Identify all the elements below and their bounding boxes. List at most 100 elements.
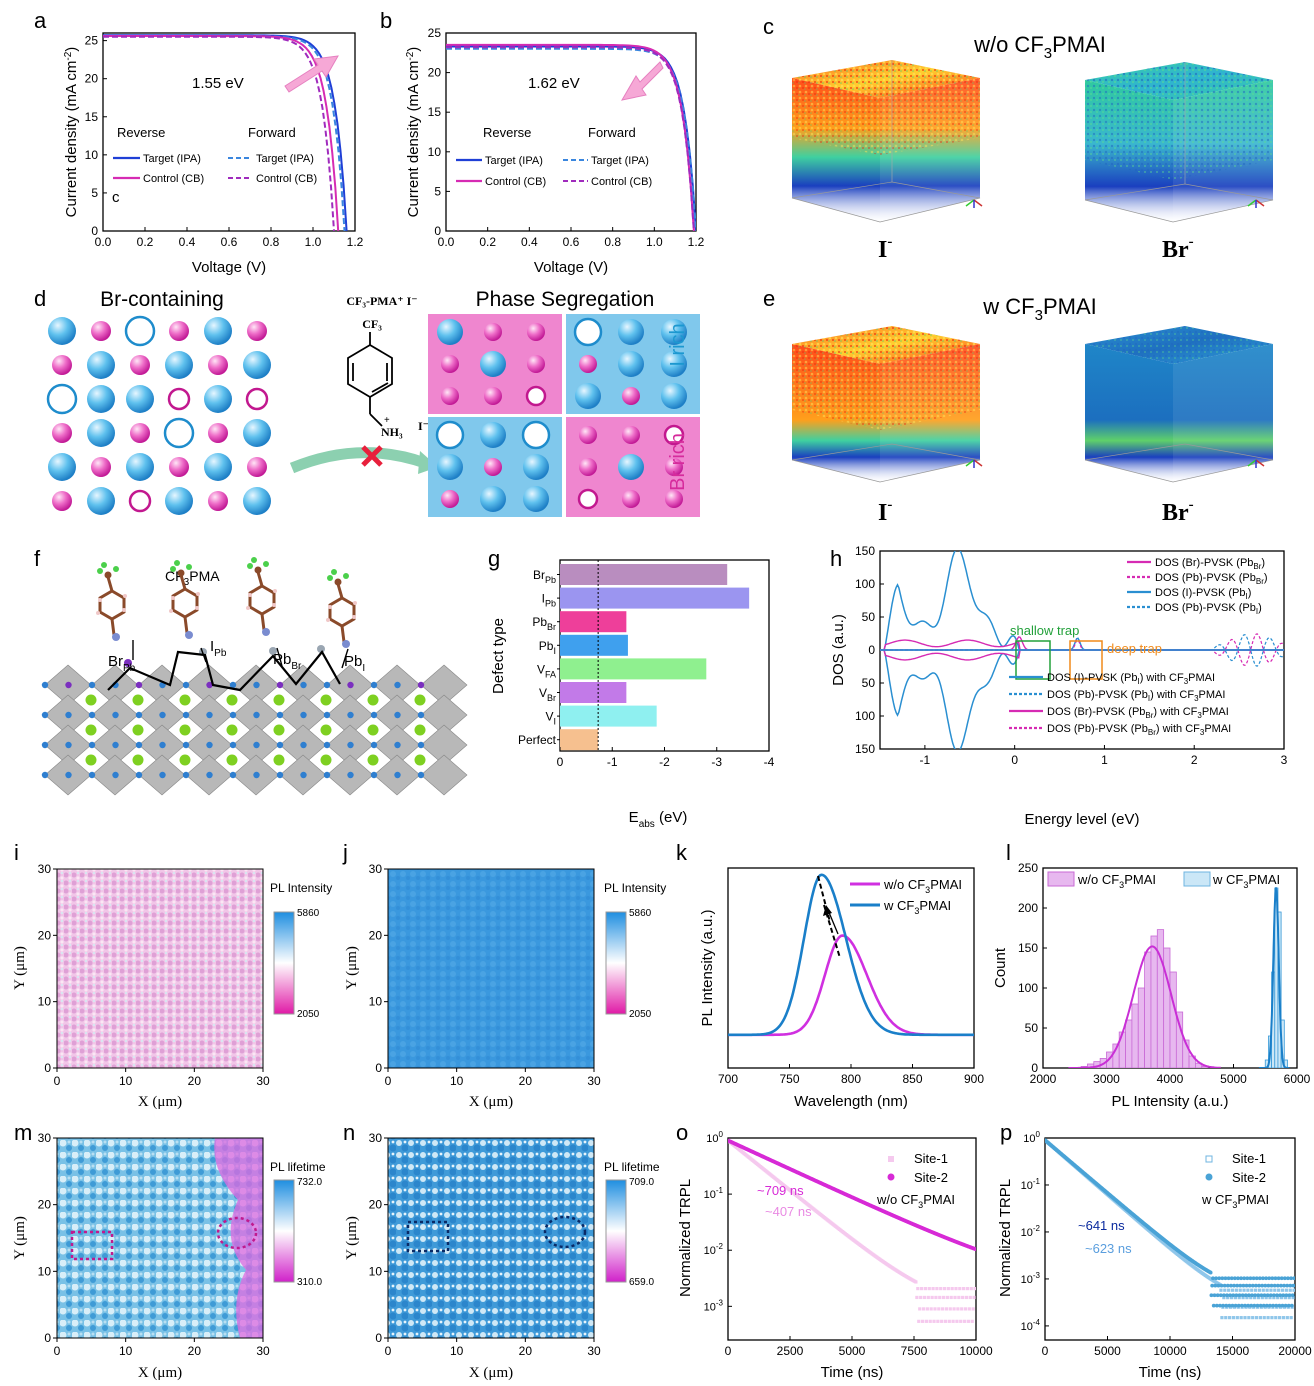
- colorbar-min-n: 659.0: [629, 1277, 654, 1288]
- trpl-xtick-label: 5000: [1094, 1344, 1121, 1358]
- trpl-point-site-2: [1257, 1283, 1261, 1288]
- x-axis-label-a: Voltage (V): [192, 259, 266, 276]
- trpl-point-site-1: [948, 1307, 952, 1311]
- x-axis-label-l: PL Intensity (a.u.): [1112, 1093, 1229, 1110]
- fa-cation: [132, 694, 144, 706]
- trpl-point-site-1: [1230, 1288, 1235, 1292]
- trpl-point-site-1: [1276, 1296, 1280, 1300]
- map-ytick-label: 30: [369, 862, 383, 876]
- trpl-point-site-1: [1258, 1316, 1262, 1320]
- panel-label-k: k: [676, 840, 688, 865]
- trpl-point-site-2: [1277, 1303, 1282, 1308]
- trpl-point-site-2: [1262, 1293, 1267, 1298]
- lattice-atom: [159, 741, 166, 749]
- trpl-point-site-2: [1222, 1283, 1227, 1288]
- lattice-atom: [323, 711, 331, 719]
- defect-bar: [560, 729, 599, 751]
- iodide-ion: [661, 383, 687, 409]
- trpl-point-site-1: [1288, 1288, 1292, 1292]
- ion-box-c-iodide: [791, 60, 981, 223]
- trpl-point-site-1: [1281, 1316, 1286, 1320]
- bromide-ion: [208, 355, 228, 375]
- dos-chart: -1 0 1 2 3 150 100 50 0 50 100 150 shallow trap dee…: [830, 544, 1288, 828]
- map-xtick-label: 30: [587, 1344, 601, 1358]
- trpl-point-site-2: [1217, 1276, 1222, 1281]
- lattice-atom: [370, 681, 378, 689]
- pl-spectrum-chart: 700 750 800 850 900 w/o CF3PMAI w CF3PMAI Wa…: [699, 867, 984, 1110]
- trpl-point-site-1: [1253, 1296, 1257, 1300]
- lattice-atom: [182, 711, 190, 719]
- iodide-ion: [87, 419, 115, 447]
- trpl-point-site-1: [1231, 1316, 1236, 1320]
- l-ytick-label: 50: [1025, 1021, 1039, 1035]
- h-legend-top-4: DOS (Pb)-PVSK (PbI): [1155, 602, 1262, 616]
- iodide-ion: [165, 351, 193, 379]
- trpl-point-site-1: [1220, 1316, 1224, 1320]
- map-n: [388, 1138, 594, 1338]
- panel-label-f: f: [34, 546, 41, 571]
- h-legend-bot-4: DOS (Pb)-PVSK (PbBr) with CF3PMAI: [1047, 723, 1231, 737]
- lattice-atom: [300, 741, 307, 749]
- pl-spectrum-2: [728, 873, 974, 1037]
- lifetime-o-site1: ~407 ns: [765, 1204, 812, 1219]
- l-xtick-label: 4000: [1157, 1072, 1184, 1086]
- h-xtick-label: 0: [1011, 753, 1018, 767]
- lattice-atom: [276, 681, 284, 689]
- defect-arrow: [341, 648, 349, 669]
- iodide-ion: [437, 319, 463, 345]
- iodide-label: I⁻: [418, 419, 429, 433]
- legend-a-4: Control (CB): [256, 173, 317, 185]
- trpl-point-site-2: [1287, 1293, 1292, 1298]
- map-ytick-label: 10: [369, 995, 383, 1009]
- colorbar-min-j: 2050: [629, 1009, 652, 1020]
- trpl-point-site-1: [954, 1287, 958, 1291]
- bromide-ion: [91, 321, 111, 341]
- trpl-point-site-1: [969, 1287, 973, 1291]
- fa-cation: [226, 754, 238, 766]
- trpl-point-site-1: [956, 1307, 960, 1311]
- trpl-point-site-1: [920, 1319, 925, 1323]
- trpl-point-site-2: [1221, 1303, 1226, 1308]
- map-ytick-label: 30: [38, 1131, 52, 1145]
- stray-label-a: c: [112, 189, 120, 206]
- legend-b-3: Control (CB): [485, 176, 546, 188]
- lattice-atom: [253, 711, 260, 719]
- trpl-ytick-label: 10-3: [704, 1298, 724, 1313]
- trpl-point-site-1: [923, 1287, 928, 1291]
- lattice-atom: [65, 741, 72, 749]
- trpl-point-site-2: [1289, 1276, 1293, 1281]
- lattice-atom: [65, 771, 72, 779]
- map-xtick-label: 20: [188, 1344, 202, 1358]
- defect-bar: [560, 611, 627, 633]
- lattice-atom: [347, 681, 354, 689]
- trpl-point-site-1: [933, 1307, 937, 1311]
- lifetime-p-site2: ~641 ns: [1078, 1218, 1125, 1233]
- trpl-point-site-1: [1265, 1288, 1269, 1292]
- trpl-point-site-1: [1226, 1296, 1230, 1300]
- bromide-ion: [441, 490, 459, 508]
- vacancy: [163, 417, 195, 449]
- trpl-point-site-1: [1223, 1288, 1227, 1292]
- y-axis-label-g: Defect type: [490, 618, 507, 694]
- trpl-point-site-1: [1245, 1296, 1249, 1300]
- legend-o-2: Site-2: [914, 1170, 948, 1185]
- trpl-xtick-label: 0: [725, 1344, 732, 1358]
- vacancy: [124, 315, 156, 347]
- map-xtick-label: 10: [119, 1344, 133, 1358]
- defect-category-label: IPb: [542, 592, 556, 609]
- trpl-point-site-1: [925, 1307, 929, 1311]
- trpl-point-site-1: [929, 1307, 933, 1311]
- trpl-point-site-2: [1243, 1293, 1248, 1298]
- trpl-point-site-1: [973, 1287, 976, 1291]
- panel-label-g: g: [488, 546, 500, 571]
- colorbar-n: [605, 1179, 627, 1283]
- iodide-ion: [48, 317, 76, 345]
- trpl-point-site-1: [1282, 1305, 1287, 1309]
- bromide-ion: [579, 458, 597, 476]
- iodide-ion: [204, 385, 232, 413]
- trpl-point-site-1: [953, 1295, 957, 1300]
- x-axis-label-i: X (μm): [138, 1094, 182, 1110]
- axis-b-ytick-label: 0: [434, 224, 441, 238]
- k-xtick-label: 800: [841, 1072, 861, 1086]
- fa-cation: [414, 694, 426, 706]
